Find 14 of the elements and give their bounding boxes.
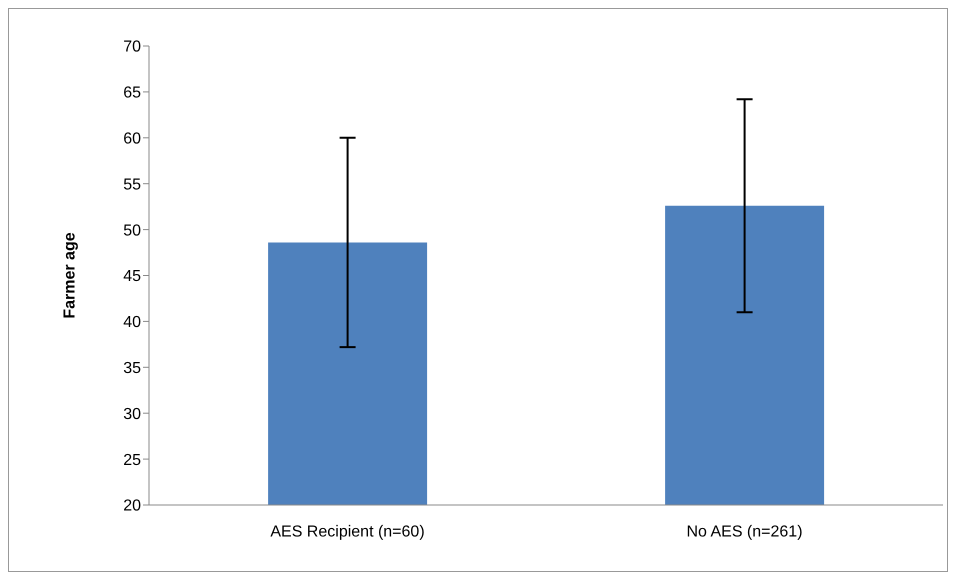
y-tick-label: 25 bbox=[123, 452, 142, 469]
y-tick-label: 50 bbox=[123, 222, 142, 240]
y-tick-label: 65 bbox=[123, 84, 142, 102]
y-tick-label: 55 bbox=[123, 176, 142, 194]
y-tick-label: 45 bbox=[123, 268, 142, 286]
y-axis-title: Farmer age bbox=[62, 232, 79, 319]
y-tick-label: 60 bbox=[123, 130, 142, 148]
y-tick-label: 20 bbox=[123, 498, 142, 515]
y-tick-label: 35 bbox=[123, 360, 142, 377]
x-tick-label: AES Recipient (n=60) bbox=[270, 523, 425, 540]
y-tick-label: 40 bbox=[123, 314, 142, 332]
y-tick-label: 30 bbox=[123, 406, 142, 423]
y-tick-label: 70 bbox=[123, 38, 142, 56]
x-tick-label: No AES (n=261) bbox=[686, 523, 803, 540]
